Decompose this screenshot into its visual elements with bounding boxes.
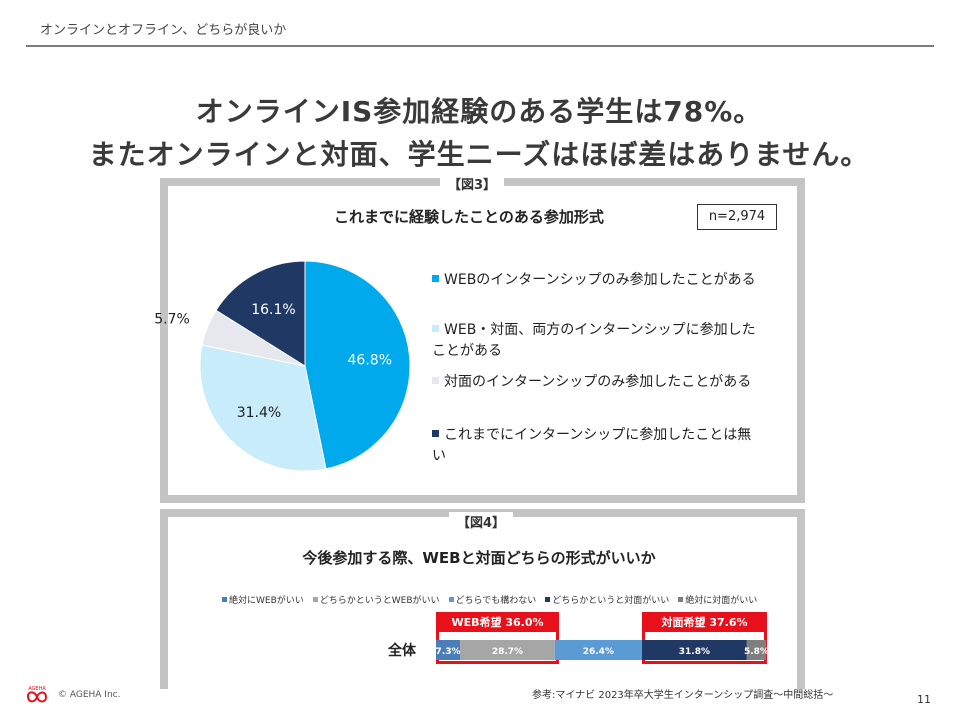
pie-legend-text: WEB・対面、両方のインターンシップに参加した <box>444 322 756 338</box>
pie-legend-text: い <box>432 448 446 464</box>
bar-legend-text: どちらかというと対面がいい <box>552 596 670 606</box>
headline-line-1: オンラインIS参加経験のある学生は78%。 <box>195 95 763 128</box>
source-note: 参考:マイナビ 2023年卒大学生インターンシップ調査～中間総括～ <box>532 690 834 701</box>
ageha-logo: AGEHA <box>26 686 48 703</box>
legend-swatch <box>312 597 318 602</box>
copyright-text: © AGEHA Inc. <box>58 690 121 700</box>
bar-legend-text: 絶対に対面がいい <box>685 596 758 606</box>
pie-legend-item: これまでにインターンシップに参加したことは無い <box>432 425 751 467</box>
pie-legend-item: WEB・対面、両方のインターンシップに参加したことがある <box>432 320 756 362</box>
legend-swatch <box>432 275 439 282</box>
legend-swatch <box>432 377 439 384</box>
figure-3-title: これまでに経験したことのある参加形式 <box>334 208 604 226</box>
bar-legend-item: 絶対に対面がいい <box>678 596 757 606</box>
bar-legend-item: どちらかというとWEBがいい <box>312 596 440 606</box>
pie-legend-item: WEBのインターンシップのみ参加したことがある <box>432 270 756 291</box>
figure-4-label: 【図4】 <box>449 512 514 531</box>
legend-swatch <box>432 430 439 437</box>
pie-legend-item: 対面のインターンシップのみ参加したことがある <box>432 372 751 393</box>
pie-legend-text: 対面のインターンシップのみ参加したことがある <box>444 374 752 390</box>
row-label-total: 全体 <box>388 643 416 659</box>
web-preference-box <box>436 612 559 664</box>
bar-legend-item: 絶対にWEBがいい <box>222 596 304 606</box>
legend-swatch <box>448 597 454 602</box>
header-divider <box>26 45 934 47</box>
bar-legend: 絶対にWEBがいい どちらかというとWEBがいい どちらでも構わない どちらかというと… <box>222 593 766 606</box>
bar-legend-item: どちらでも構わない <box>448 596 537 606</box>
face-preference-box <box>642 612 767 664</box>
bar-legend-text: どちらでも構わない <box>455 596 537 606</box>
header-title: オンラインとオフライン、どちらが良いか <box>40 23 287 38</box>
figure-4-title: 今後参加する際、WEBと対面どちらの形式がいいか <box>302 549 656 567</box>
pie-legend-text: ことがある <box>432 343 502 359</box>
pie-legend-text: これまでにインターンシップに参加したことは無 <box>444 427 752 443</box>
web-preference-label: WEB希望 36.0% <box>438 614 557 632</box>
sample-size-box: n=2,974 <box>697 204 777 230</box>
bar-legend-text: 絶対にWEBがいい <box>229 596 304 606</box>
logo-letters: AGEHA <box>28 686 46 692</box>
legend-swatch <box>222 597 227 602</box>
bar-legend-item: どちらかというと対面がいい <box>545 596 669 606</box>
legend-swatch <box>545 597 551 602</box>
headline-line-2: またオンラインと対面、学生ニーズはほぼ差はありません。 <box>88 138 870 171</box>
figure-3-label: 【図3】 <box>440 174 505 193</box>
page-number: 11 <box>917 693 931 706</box>
bar-legend-text: どちらかというとWEBがいい <box>319 596 440 606</box>
legend-swatch <box>432 325 439 332</box>
legend-swatch <box>678 597 684 602</box>
pie-legend-text: WEBのインターンシップのみ参加したことがある <box>444 272 756 288</box>
face-preference-label: 対面希望 37.6% <box>644 614 765 632</box>
